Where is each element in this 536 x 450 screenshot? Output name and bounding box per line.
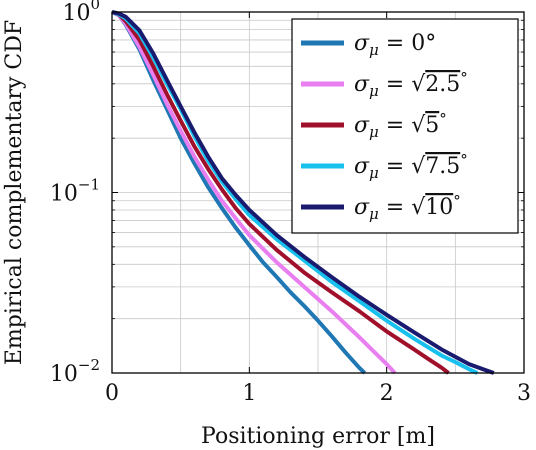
legend-label-2: σμ = √2.5°: [354, 69, 468, 100]
x-tick-label: 2: [380, 381, 394, 406]
legend-label-4: σμ = √7.5°: [354, 151, 468, 182]
y-tick-label: 10−2: [50, 356, 100, 387]
legend-label-3: σμ = √5°: [354, 110, 447, 141]
x-axis-label: Positioning error [m]: [201, 424, 435, 449]
ticks: 0 1 2 3 100 10−1 10−2: [50, 0, 531, 406]
series-line-3: [111, 10, 450, 375]
legend-label-1: σμ = 0°: [354, 31, 436, 59]
series-line-2: [111, 10, 397, 375]
x-tick-label: 3: [517, 381, 531, 406]
legend-label-5: σμ = √10°: [354, 192, 461, 223]
y-axis-label: Empirical complementary CDF: [2, 20, 27, 365]
legend: σμ = 0° σμ = √2.5° σμ = √5° σμ = √7.5° σμ = …: [291, 18, 519, 234]
x-tick-label: 0: [105, 381, 119, 406]
x-tick-label: 1: [242, 381, 256, 406]
series-group: [111, 10, 495, 375]
y-tick-label: 10−1: [50, 176, 100, 207]
series-line-5: [111, 10, 495, 375]
y-tick-label: 100: [62, 0, 100, 26]
